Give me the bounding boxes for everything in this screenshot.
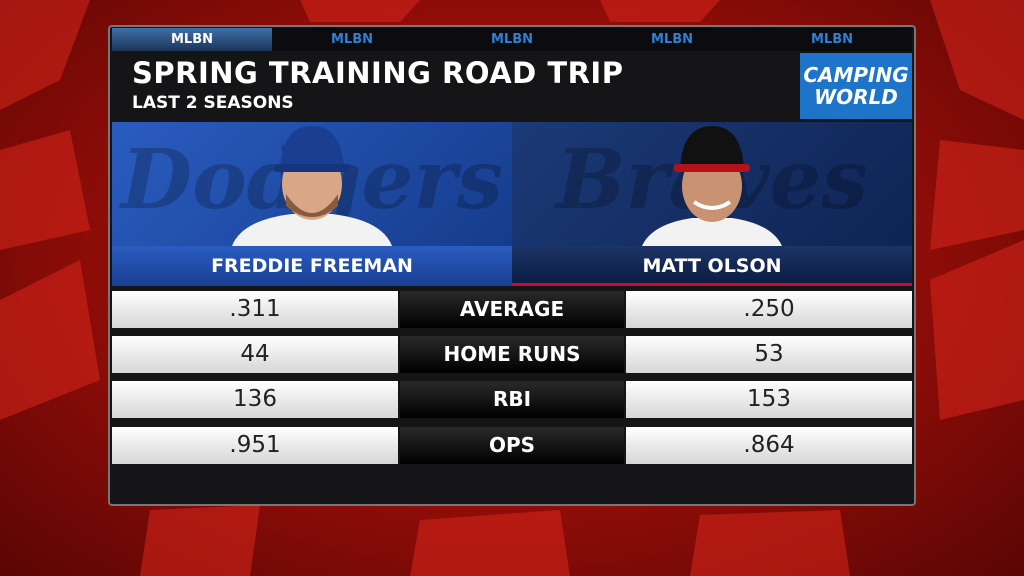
stat-right: 153 xyxy=(626,381,912,418)
title: SPRING TRAINING ROAD TRIP xyxy=(132,56,624,90)
stat-right: 53 xyxy=(626,336,912,373)
tab: MLBN xyxy=(112,28,272,51)
sponsor-logo: CAMPING WORLD xyxy=(800,53,912,119)
stat-label: RBI xyxy=(400,381,624,418)
player-photo xyxy=(642,126,782,246)
player-card: Dodgers FREDDIE FREEMAN xyxy=(112,122,512,286)
stat-label: OPS xyxy=(400,427,624,464)
tab: MLBN xyxy=(752,28,912,51)
sponsor-line: CAMPING xyxy=(803,63,909,87)
subtitle: LAST 2 SEASONS xyxy=(132,93,294,113)
stat-label: AVERAGE xyxy=(400,291,624,328)
stat-left: .311 xyxy=(112,291,398,328)
stat-left: 44 xyxy=(112,336,398,373)
stat-right: .250 xyxy=(626,291,912,328)
sponsor-line: WORLD xyxy=(814,85,898,109)
player-name: FREDDIE FREEMAN xyxy=(112,246,512,286)
player-photo xyxy=(232,126,392,246)
player-name: MATT OLSON xyxy=(512,246,912,286)
tab: MLBN xyxy=(432,28,592,51)
stat-label: HOME RUNS xyxy=(400,336,624,373)
stat-left: 136 xyxy=(112,381,398,418)
tab: MLBN xyxy=(272,28,432,51)
stat-right: .864 xyxy=(626,427,912,464)
player-card: Braves MATT OLSON xyxy=(512,122,912,286)
stat-left: .951 xyxy=(112,427,398,464)
tab: MLBN xyxy=(592,28,752,51)
